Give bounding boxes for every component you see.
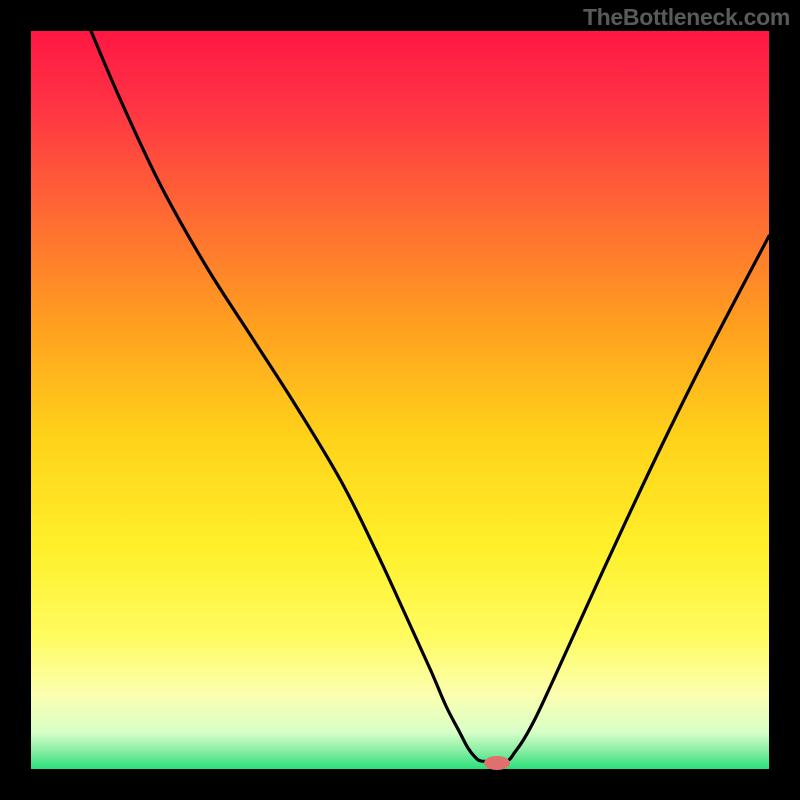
- chart-container: TheBottleneck.com: [0, 0, 800, 800]
- optimal-marker: [484, 756, 510, 770]
- attribution-label: TheBottleneck.com: [583, 4, 790, 31]
- bottleneck-chart: [0, 0, 800, 800]
